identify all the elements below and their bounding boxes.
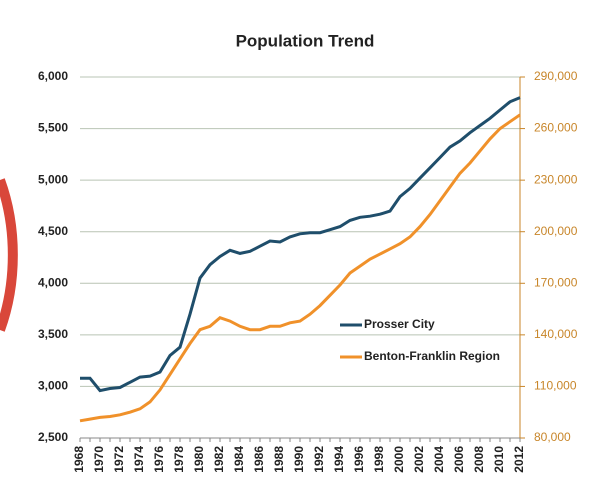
x-tick-label: 2012	[512, 446, 526, 473]
x-tick-label: 1978	[172, 446, 186, 473]
series-line	[79, 113, 521, 423]
x-tick-label: 1998	[372, 446, 386, 473]
y-tick-label: 4,500	[38, 224, 68, 238]
x-tick-label: 2004	[432, 446, 446, 473]
chart-title: Population Trend	[236, 31, 375, 50]
y-tick-label: 4,000	[38, 275, 68, 289]
y2-tick-label: 260,000	[534, 121, 578, 135]
x-tick-label: 1968	[72, 446, 86, 473]
x-tick-label: 1976	[152, 446, 166, 473]
y-tick-label: 6,000	[38, 69, 68, 83]
x-tick-label: 2010	[492, 446, 506, 473]
series-line	[80, 96, 521, 393]
x-tick-label: 1982	[212, 446, 226, 473]
x-tick-label: 1988	[272, 446, 286, 473]
y-tick-label: 5,000	[38, 172, 68, 186]
y2-tick-label: 80,000	[534, 430, 571, 444]
x-tick-label: 1990	[292, 446, 306, 473]
x-tick-label: 1974	[132, 446, 146, 473]
y-tick-label: 3,500	[38, 327, 68, 341]
legend-label: Benton-Franklin Region	[364, 349, 500, 363]
x-tick-label: 1994	[332, 446, 346, 473]
y2-tick-label: 290,000	[534, 69, 578, 83]
y2-tick-label: 230,000	[534, 172, 578, 186]
legend-label: Prosser City	[364, 317, 435, 331]
x-tick-label: 1992	[312, 446, 326, 473]
y-tick-label: 2,500	[38, 430, 68, 444]
y2-tick-label: 200,000	[534, 224, 578, 238]
decor-arc	[0, 178, 18, 332]
x-tick-label: 1970	[92, 446, 106, 473]
x-tick-label: 1980	[192, 446, 206, 473]
x-tick-label: 1984	[232, 446, 246, 473]
x-tick-label: 2000	[392, 446, 406, 473]
y-tick-label: 3,000	[38, 379, 68, 393]
x-tick-label: 1972	[112, 446, 126, 473]
x-tick-label: 1996	[352, 446, 366, 473]
x-tick-label: 1986	[252, 446, 266, 473]
y-tick-label: 5,500	[38, 121, 68, 135]
y2-tick-label: 110,000	[534, 379, 577, 393]
x-tick-label: 2002	[412, 446, 426, 473]
y2-tick-label: 140,000	[534, 327, 578, 341]
x-tick-label: 2006	[452, 446, 466, 473]
x-tick-label: 2008	[472, 446, 486, 473]
y2-tick-label: 170,000	[534, 275, 578, 289]
